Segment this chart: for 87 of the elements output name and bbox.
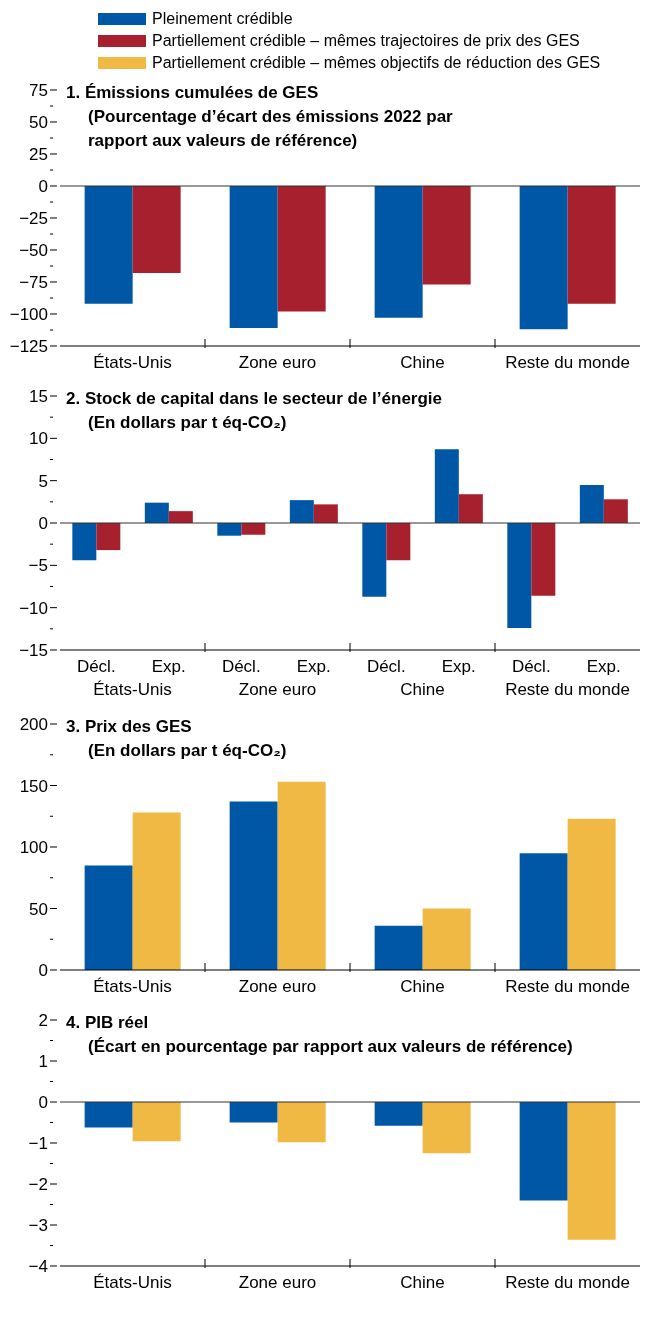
text: Zone euro xyxy=(238,680,317,699)
legend-label: Partiellement crédible – mêmes objectifs de réduction des GES xyxy=(152,53,601,73)
x-tick-label: Zone euro xyxy=(238,977,317,996)
y-tick-label: −15 xyxy=(19,641,48,660)
text: (En dollars par t éq-CO₂) xyxy=(87,412,288,434)
bar xyxy=(531,523,556,596)
x-tick-label: Exp. xyxy=(151,657,186,676)
y-tick-label: 15 xyxy=(29,387,48,406)
y-tick-label: 0 xyxy=(38,1093,48,1112)
text: (Pourcentage d’écart des émissions 2022 par rapport aux valeurs de référence) xyxy=(87,106,453,152)
bar xyxy=(168,511,193,523)
chart-title: 1. Émissions cumulées de GES xyxy=(66,82,320,104)
x-tick-label: États-Unis xyxy=(93,353,172,372)
text: Chine xyxy=(400,680,445,699)
legend-label: Pleinement crédible xyxy=(152,9,293,29)
bar xyxy=(507,523,532,628)
text: (Écart en pourcentage par rapport aux valeurs de référence) xyxy=(87,1036,573,1058)
bar xyxy=(241,523,266,535)
chart-title: 2. Stock de capital dans le secteur de l’énergie xyxy=(66,388,443,410)
bar xyxy=(579,484,604,523)
x-tick-label: Chine xyxy=(400,353,445,372)
text: Reste du monde xyxy=(505,680,630,699)
x-tick-label: Chine xyxy=(400,1273,445,1292)
x-tick-label: Décl. xyxy=(221,657,261,676)
x-tick-label: Reste du monde xyxy=(505,1273,630,1292)
chart-title: 4. PIB réel xyxy=(66,1012,150,1034)
x-tick-label: Décl. xyxy=(76,657,116,676)
x-tick-label: Zone euro xyxy=(238,1273,317,1292)
bar xyxy=(362,523,387,597)
x-tick-label: Exp. xyxy=(441,657,476,676)
y-tick-label: −4 xyxy=(28,1257,48,1276)
bar xyxy=(422,908,471,970)
bar xyxy=(217,523,242,536)
bar xyxy=(72,523,97,561)
y-tick-label: 50 xyxy=(29,113,48,132)
y-tick-label: 0 xyxy=(38,514,48,533)
y-tick-label: 150 xyxy=(19,776,48,796)
x-tick-label: Décl. xyxy=(511,657,551,676)
y-tick-label: −75 xyxy=(19,273,48,292)
bar xyxy=(144,502,169,523)
bar xyxy=(519,853,568,970)
y-tick-label: −10 xyxy=(19,598,48,618)
y-tick-label: −125 xyxy=(9,337,48,356)
x-tick-label: Exp. xyxy=(586,657,621,676)
text: États-Unis xyxy=(93,680,172,699)
bar xyxy=(458,494,483,523)
y-tick-label: 200 xyxy=(19,715,48,734)
x-tick-label: Décl. xyxy=(366,657,406,676)
y-tick-label: 0 xyxy=(38,961,48,980)
x-tick-label: États-Unis xyxy=(93,1273,172,1292)
bar xyxy=(313,504,338,523)
bar xyxy=(374,925,423,970)
x-tick-label: Reste du monde xyxy=(505,353,630,372)
y-tick-label: −50 xyxy=(19,241,48,260)
bar xyxy=(386,523,411,561)
y-tick-label: 5 xyxy=(38,471,48,491)
x-tick-label: Reste du monde xyxy=(505,977,630,996)
bar xyxy=(567,818,616,970)
y-tick-label: −3 xyxy=(28,1216,48,1235)
bar xyxy=(229,801,278,970)
bar xyxy=(96,523,121,551)
y-tick-label: 25 xyxy=(29,145,48,164)
bar xyxy=(603,499,628,523)
y-tick-label: −100 xyxy=(9,305,48,324)
bar xyxy=(289,500,314,523)
y-tick-label: 2 xyxy=(38,1011,48,1030)
x-tick-label: États-Unis xyxy=(93,977,172,996)
y-tick-label: 50 xyxy=(29,899,48,919)
bar xyxy=(132,812,181,970)
x-tick-label: Chine xyxy=(400,977,445,996)
bar xyxy=(84,865,133,970)
bar xyxy=(434,449,459,523)
bar xyxy=(277,781,326,970)
legend-label: Partiellement crédible – mêmes trajectoires de prix des GES xyxy=(152,31,580,51)
x-tick-label: Zone euro xyxy=(238,353,317,372)
y-tick-label: −5 xyxy=(28,556,48,576)
y-tick-label: 10 xyxy=(29,429,48,449)
y-tick-label: −1 xyxy=(28,1134,48,1153)
y-tick-label: −25 xyxy=(19,209,48,228)
y-tick-label: −2 xyxy=(28,1175,48,1194)
y-tick-label: 1 xyxy=(38,1052,48,1071)
chart-title: 3. Prix des GES xyxy=(66,716,193,738)
y-tick-label: 75 xyxy=(29,81,48,100)
y-tick-label: 100 xyxy=(19,838,48,857)
text: (En dollars par t éq-CO₂) xyxy=(87,740,287,762)
y-tick-label: 0 xyxy=(38,177,48,196)
x-tick-label: Exp. xyxy=(296,657,331,676)
